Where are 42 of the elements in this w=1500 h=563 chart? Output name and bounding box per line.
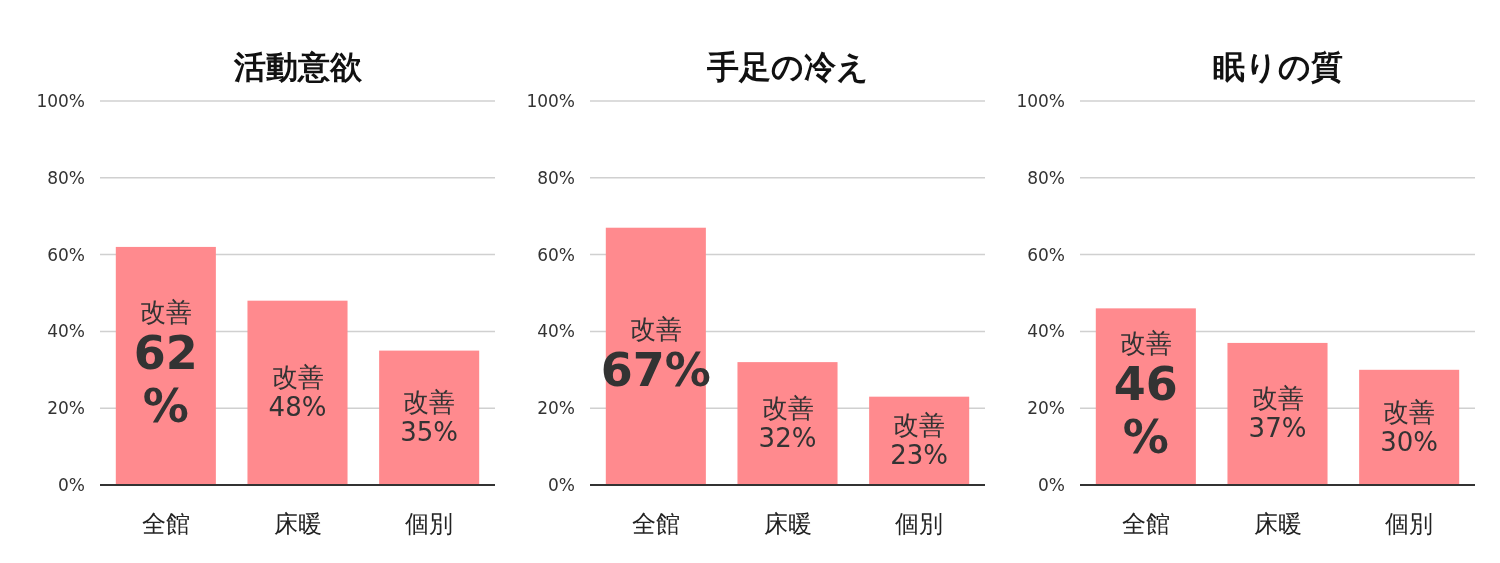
data-label: 改善 37% (1248, 383, 1307, 444)
chart-title: 手足の冷え (705, 48, 869, 86)
chart-title: 眠りの質 (1212, 48, 1343, 86)
y-tick-label: 40% (1027, 321, 1065, 342)
x-tick-label: 個別 (405, 510, 454, 538)
data-label: 改善 62 % (133, 297, 198, 434)
y-tick-label: 40% (537, 321, 575, 342)
y-tick-label: 80% (1027, 167, 1065, 188)
bar (247, 300, 348, 485)
bar (737, 362, 838, 485)
y-tick-label: 0% (548, 475, 575, 495)
chart-title: 活動意欲 (232, 48, 363, 86)
y-tick-label: 0% (58, 475, 85, 495)
y-tick-label: 100% (526, 91, 575, 111)
y-tick-label: 80% (537, 167, 575, 188)
y-tick-label: 60% (47, 244, 85, 265)
bar (379, 350, 480, 485)
data-label: 改善 23% (890, 410, 949, 471)
data-label: 改善 48% (268, 362, 327, 423)
y-tick-label: 80% (47, 167, 85, 188)
y-tick-label: 20% (47, 398, 85, 419)
y-tick-label: 40% (47, 321, 85, 342)
y-tick-label: 0% (1038, 475, 1065, 495)
data-label: 改善 35% (400, 387, 459, 448)
y-tick-label: 100% (1016, 91, 1065, 111)
x-tick-label: 床暖 (1253, 510, 1302, 538)
x-tick-label: 全館 (141, 510, 190, 538)
y-tick-label: 60% (1027, 244, 1065, 265)
y-tick-label: 20% (1027, 398, 1065, 419)
data-label: 改善 32% (758, 392, 817, 453)
bar (1227, 342, 1328, 485)
data-label: 改善 46 % (1113, 328, 1178, 464)
y-tick-label: 20% (537, 398, 575, 419)
x-tick-label: 床暖 (763, 510, 812, 538)
x-tick-label: 全館 (631, 510, 680, 538)
y-tick-label: 100% (36, 91, 85, 111)
x-tick-label: 全館 (1121, 510, 1170, 538)
x-tick-label: 個別 (1385, 510, 1434, 538)
data-label: 改善 30% (1380, 396, 1439, 457)
y-tick-label: 60% (537, 244, 575, 265)
x-tick-label: 個別 (895, 510, 944, 538)
x-tick-label: 床暖 (273, 510, 322, 538)
